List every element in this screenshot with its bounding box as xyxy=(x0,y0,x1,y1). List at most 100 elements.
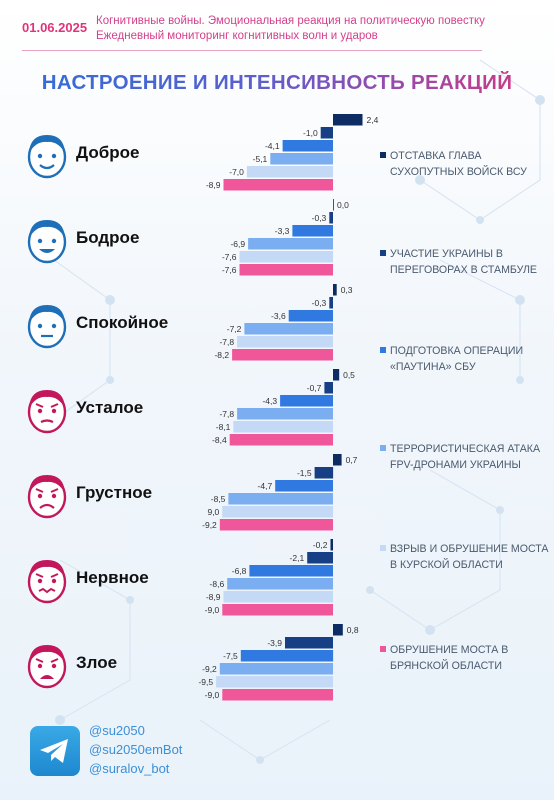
bar-value-label: -3,9 xyxy=(267,638,282,648)
bar xyxy=(324,382,333,394)
bar xyxy=(219,663,333,675)
bar-value-label: -9,0 xyxy=(205,605,220,615)
legend-label: ВЗРЫВ И ОБРУШЕНИЕ МОСТА В КУРСКОЙ ОБЛАСТ… xyxy=(390,543,549,571)
bar-value-label: -3,3 xyxy=(275,226,290,236)
bar xyxy=(275,480,333,492)
bar-value-label: 2,4 xyxy=(367,115,379,125)
mood-label: Нервное xyxy=(76,568,149,587)
bar-value-label: -8,9 xyxy=(206,592,221,602)
bar-value-label: -7,5 xyxy=(223,651,238,661)
face-calm-icon xyxy=(20,297,74,353)
bar xyxy=(330,539,333,551)
bar xyxy=(329,212,333,224)
bar-value-label: -7,8 xyxy=(219,409,234,419)
bar xyxy=(244,323,333,335)
bar-value-label: -0,7 xyxy=(307,383,322,393)
face-kind-icon xyxy=(20,127,74,183)
face-angry-icon xyxy=(20,637,74,693)
bar-value-label: -0,2 xyxy=(313,540,328,550)
bar xyxy=(320,127,333,139)
telegram-icon[interactable] xyxy=(30,726,80,776)
handle-link-1[interactable]: @su2050 xyxy=(89,723,145,738)
mood-row: Нервное xyxy=(20,552,220,608)
header: 01.06.2025 Когнитивные войны. Эмоциональ… xyxy=(0,12,554,56)
bar-value-label: -1,0 xyxy=(303,128,318,138)
bar xyxy=(333,284,337,296)
bar-value-label: -6,8 xyxy=(232,566,247,576)
header-divider xyxy=(22,50,482,51)
mood-label: Бодрое xyxy=(76,228,140,247)
legend-swatch xyxy=(380,545,386,551)
bar xyxy=(239,264,333,276)
legend-label: ПОДГОТОВКА ОПЕРАЦИИ «ПАУТИНА» СБУ xyxy=(390,345,524,373)
report-subtitle-line1: Когнитивные войны. Эмоциональная реакция… xyxy=(96,15,485,27)
bar xyxy=(222,506,333,518)
legend-label: ТЕРРОРИСТИЧЕСКАЯ АТАКА FPV-ДРОНАМИ УКРАИ… xyxy=(390,443,541,471)
legend-swatch xyxy=(380,250,386,256)
bar-value-label: -7,2 xyxy=(227,324,242,334)
bar xyxy=(219,519,333,531)
bar-value-label: -8,1 xyxy=(216,422,231,432)
bar-value-label: -9,5 xyxy=(198,677,213,687)
bar-value-label: -8,5 xyxy=(211,494,226,504)
bar xyxy=(307,552,333,564)
mood-label: Усталое xyxy=(76,398,144,417)
handle-link-2[interactable]: @su2050emBot xyxy=(89,742,183,757)
bar xyxy=(223,591,333,603)
bar-value-label: -9,2 xyxy=(202,664,217,674)
bar xyxy=(249,565,333,577)
mood-row: Грустное xyxy=(20,467,220,523)
bar xyxy=(333,199,334,211)
bar-value-label: -4,3 xyxy=(262,396,277,406)
face-tired-icon xyxy=(20,382,74,438)
bar xyxy=(228,493,333,505)
mood-row: Доброе xyxy=(20,127,220,183)
report-subtitle-line2: Ежедневный мониторинг когнитивных волн и… xyxy=(96,30,378,42)
bar xyxy=(270,153,333,165)
bar xyxy=(333,114,363,126)
bar xyxy=(222,604,333,616)
mood-label: Злое xyxy=(76,653,118,672)
bar xyxy=(237,336,333,348)
bar-value-label: -4,1 xyxy=(265,141,280,151)
footer: @su2050 @su2050emBot @suralov_bot xyxy=(30,723,330,783)
bar-value-label: 9,0 xyxy=(207,507,219,517)
bar-value-label: 0,0 xyxy=(337,200,349,210)
bar-value-label: -8,9 xyxy=(206,180,221,190)
bar-value-label: -4,7 xyxy=(258,481,273,491)
bar xyxy=(240,650,334,662)
bar-value-label: -8,2 xyxy=(214,350,229,360)
handle-link-3[interactable]: @suralov_bot xyxy=(89,761,170,776)
legend-swatch xyxy=(380,152,386,158)
mood-row: Спокойное xyxy=(20,297,220,353)
legend-label: ОБРУШЕНИЕ МОСТА В БРЯНСКОЙ ОБЛАСТИ xyxy=(390,644,509,672)
bar-value-label: -7,6 xyxy=(222,252,237,262)
legend-swatch xyxy=(380,646,386,652)
legend-label: ОТСТАВКА ГЛАВА СУХОПУТНЫХ ВОЙСК ВСУ xyxy=(390,150,527,178)
mood-label: Грустное xyxy=(76,483,153,502)
bar xyxy=(248,238,333,250)
bar-value-label: -7,0 xyxy=(229,167,244,177)
bar-value-label: -8,4 xyxy=(212,435,227,445)
bar-value-label: -7,8 xyxy=(219,337,234,347)
bar xyxy=(280,395,333,407)
bar xyxy=(229,434,333,446)
bar xyxy=(314,467,334,479)
bar xyxy=(237,408,333,420)
mood-row: Усталое xyxy=(20,382,220,438)
bar-value-label: -7,6 xyxy=(222,265,237,275)
bar-value-label: -5,1 xyxy=(253,154,268,164)
bar xyxy=(333,369,340,381)
bar-value-label: -0,3 xyxy=(312,298,327,308)
bar-value-label: -0,3 xyxy=(312,213,327,223)
mood-label: Доброе xyxy=(76,143,140,162)
legend-swatch xyxy=(380,445,386,451)
chart-title: НАСТРОЕНИЕ И ИНТЕНСИВНОСТЬ РЕАКЦИЙ xyxy=(0,71,554,95)
bar xyxy=(292,225,333,237)
bar-value-label: 0,5 xyxy=(343,370,355,380)
bar xyxy=(232,349,333,361)
bar-value-label: -2,1 xyxy=(290,553,305,563)
